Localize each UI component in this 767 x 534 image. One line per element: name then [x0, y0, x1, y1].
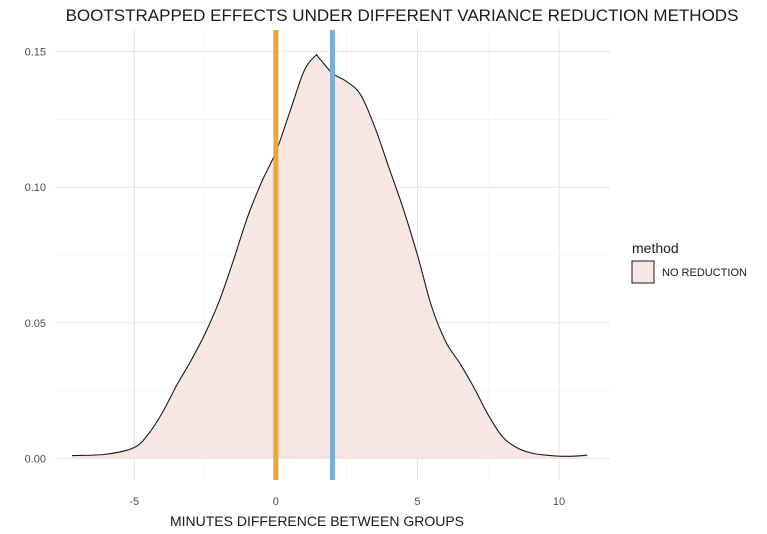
plot-area [71, 53, 588, 459]
y-tick-label: 0.00 [25, 453, 46, 465]
x-tick-label: 10 [553, 496, 565, 508]
x-axis-ticks: -5 0 5 10 [129, 496, 565, 508]
density-area [71, 54, 588, 459]
x-axis-title: MINUTES DIFFERENCE BETWEEN GROUPS [170, 513, 464, 529]
legend: method NO REDUCTION [631, 240, 747, 284]
legend-title: method [632, 240, 679, 256]
legend-label: NO REDUCTION [662, 267, 747, 279]
x-tick-label: 5 [414, 496, 420, 508]
reference-lines [273, 30, 335, 480]
x-tick-label: 0 [273, 496, 279, 508]
y-tick-label: 0.15 [25, 47, 46, 59]
y-tick-label: 0.10 [25, 182, 46, 194]
x-tick-label: -5 [129, 496, 139, 508]
y-axis-ticks: 0.00 0.05 0.10 0.15 [25, 47, 46, 466]
y-tick-label: 0.05 [25, 318, 46, 330]
legend-swatch [631, 260, 655, 284]
chart-title: BOOTSTRAPPED EFFECTS UNDER DIFFERENT VAR… [66, 6, 739, 25]
density-line [71, 53, 588, 457]
